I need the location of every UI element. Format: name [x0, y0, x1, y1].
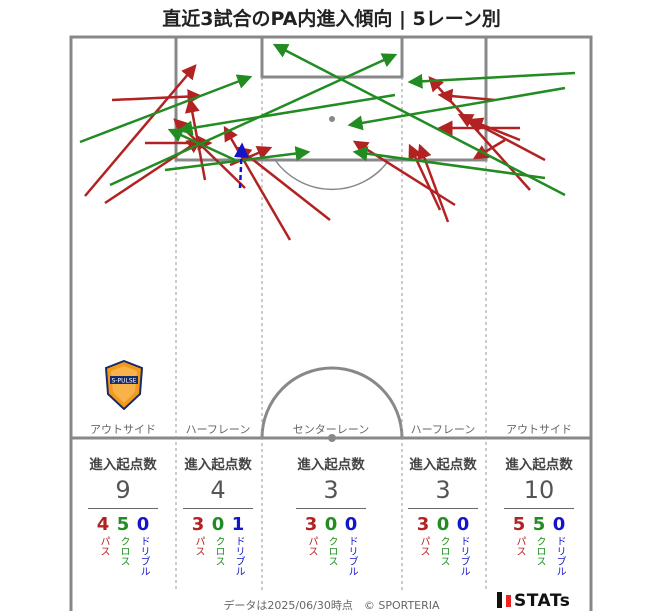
pass-count-label: パス	[193, 536, 204, 556]
start-count-label: 進入起点数	[89, 457, 157, 473]
cross-arrow	[177, 93, 396, 136]
dribble-count-value: 0	[456, 514, 470, 535]
pass-count-value: 3	[304, 514, 318, 535]
cross-arrow	[109, 53, 398, 187]
lane-label: ハーフレーン	[185, 423, 251, 436]
cross-count-value: 0	[436, 514, 450, 535]
cross-arrow	[407, 71, 576, 89]
start-count-total: 3	[435, 476, 451, 504]
pass-count-value: 5	[512, 514, 526, 535]
cross-count-label: クロス	[213, 536, 224, 566]
total-underline	[88, 508, 158, 509]
dribble-count: 1 ドリブル	[230, 514, 246, 576]
pass-count: 3 パス	[303, 514, 319, 556]
pass-arrow	[352, 140, 456, 207]
pass-count-value: 4	[96, 514, 110, 535]
chart-title: 直近3試合のPA内進入傾向 | 5レーン別	[162, 8, 501, 30]
dribble-count-label: ドリブル	[458, 536, 469, 576]
cross-count-label: クロス	[438, 536, 449, 566]
cross-arrow	[79, 74, 253, 144]
cross-count-value: 5	[116, 514, 130, 535]
pass-arrow	[472, 138, 506, 160]
total-underline	[504, 508, 574, 509]
cross-arrow	[164, 146, 311, 172]
cross-count-label: クロス	[118, 536, 129, 566]
dribble-count: 0 ドリブル	[343, 514, 359, 576]
start-count-total: 10	[523, 476, 555, 504]
start-count-total: 3	[323, 476, 339, 504]
dribble-count-label: ドリブル	[346, 536, 357, 576]
cross-arrow	[352, 146, 546, 180]
pass-arrow	[467, 117, 521, 142]
dribble-count-value: 0	[344, 514, 358, 535]
total-underline	[296, 508, 366, 509]
pass-count: 3 パス	[190, 514, 206, 556]
goal-area	[260, 35, 404, 79]
cross-count-value: 0	[211, 514, 225, 535]
entry-arrows	[79, 43, 576, 241]
pass-count: 3 パス	[415, 514, 431, 556]
penalty-area	[174, 35, 488, 162]
start-count-total: 9	[115, 476, 131, 504]
total-underline	[408, 508, 478, 509]
pass-arrow	[223, 125, 292, 241]
lane-label: センターレーン	[292, 423, 370, 436]
start-count-label: 進入起点数	[184, 457, 252, 473]
cross-count-value: 0	[324, 514, 338, 535]
cross-arrow	[272, 43, 566, 197]
dribble-count-label: ドリブル	[138, 536, 149, 576]
cross-count: 0 クロス	[435, 514, 451, 566]
pass-count-label: パス	[98, 536, 109, 556]
pass-count-value: 3	[416, 514, 430, 535]
dribble-count-value: 0	[552, 514, 566, 535]
footer-note: データは2025/06/30時点 © SPORTERIA	[223, 599, 440, 612]
cross-count-value: 5	[532, 514, 546, 535]
cross-count: 5 クロス	[531, 514, 547, 566]
start-count-label: 進入起点数	[297, 457, 365, 473]
pass-count-label: パス	[514, 536, 525, 556]
lane-label: ハーフレーン	[410, 423, 476, 436]
penalty-arc	[274, 159, 390, 191]
start-count-total: 4	[210, 476, 226, 504]
dribble-count-label: ドリブル	[233, 536, 244, 576]
pass-arrow	[437, 88, 496, 104]
pass-count-label: パス	[418, 536, 429, 556]
dribble-count: 0 ドリブル	[455, 514, 471, 576]
center-circle	[260, 366, 404, 439]
pass-arrow	[84, 64, 197, 197]
pass-count-label: パス	[306, 536, 317, 556]
lane-label: アウトサイド	[90, 423, 156, 436]
lane-label: アウトサイド	[506, 423, 572, 436]
dribble-count: 0 ドリブル	[551, 514, 567, 576]
pass-arrow	[417, 143, 450, 223]
cross-count: 5 クロス	[115, 514, 131, 566]
dribble-arrow	[233, 142, 249, 189]
pass-count: 5 パス	[511, 514, 527, 556]
pass-count-value: 3	[191, 514, 205, 535]
pass-arrow	[408, 143, 442, 211]
start-count-label: 進入起点数	[409, 457, 477, 473]
cross-count-label: クロス	[326, 536, 337, 566]
pass-count: 4 パス	[95, 514, 111, 556]
start-count-label: 進入起点数	[505, 457, 573, 473]
logo-text: S-PULSE	[112, 378, 137, 385]
cross-count-label: クロス	[534, 536, 545, 566]
center-spot	[328, 434, 336, 442]
dribble-count-label: ドリブル	[554, 536, 565, 576]
stats-brand-logo: STATs	[497, 591, 570, 611]
club-emblem-logo: S-PULSE	[104, 360, 144, 410]
cross-arrow	[347, 86, 566, 131]
cross-arrow	[167, 128, 236, 162]
total-underline	[183, 508, 253, 509]
lane-dividers	[175, 77, 487, 590]
penalty-spot	[329, 116, 335, 122]
dribble-count-value: 1	[231, 514, 245, 535]
dribble-count: 0 ドリブル	[135, 514, 151, 576]
dribble-count-value: 0	[136, 514, 150, 535]
cross-count: 0 クロス	[210, 514, 226, 566]
pass-arrow	[111, 89, 203, 105]
cross-count: 0 クロス	[323, 514, 339, 566]
